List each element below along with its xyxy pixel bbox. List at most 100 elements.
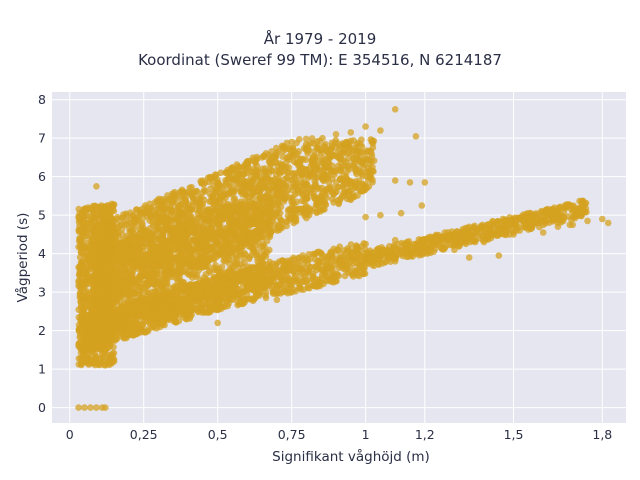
data-point	[293, 139, 300, 147]
data-point	[85, 256, 93, 264]
data-point	[226, 167, 234, 175]
data-point	[120, 211, 127, 218]
data-point	[221, 191, 229, 198]
data-point	[358, 171, 366, 178]
data-point	[131, 219, 139, 226]
data-point	[332, 261, 339, 268]
data-point	[291, 273, 299, 281]
data-point	[91, 350, 98, 357]
data-point	[323, 164, 331, 171]
data-point	[487, 228, 494, 235]
data-point	[95, 223, 103, 230]
data-point	[361, 270, 369, 277]
data-point	[302, 193, 309, 200]
data-point	[91, 215, 99, 222]
data-point	[110, 343, 117, 351]
data-point	[269, 155, 277, 162]
data-point	[284, 260, 292, 268]
data-point	[153, 206, 161, 213]
data-point	[247, 295, 254, 303]
data-point	[220, 198, 228, 206]
data-point	[302, 156, 310, 164]
data-point	[319, 134, 326, 142]
data-point	[343, 169, 350, 176]
data-point	[396, 246, 404, 253]
data-point	[365, 183, 373, 190]
data-point	[296, 160, 304, 167]
data-point	[207, 185, 214, 192]
data-point	[313, 183, 320, 191]
data-point	[493, 232, 500, 239]
data-point	[370, 262, 378, 270]
data-point	[500, 217, 508, 224]
data-point	[236, 300, 243, 308]
data-point	[106, 221, 113, 229]
data-point	[275, 167, 283, 174]
data-point	[461, 234, 469, 242]
data-point	[369, 137, 376, 145]
data-point	[106, 207, 113, 214]
data-point	[368, 157, 375, 164]
data-point	[409, 253, 416, 260]
data-point	[276, 258, 283, 265]
data-point	[77, 285, 85, 293]
data-point	[297, 286, 305, 293]
data-point	[501, 228, 509, 235]
data-point	[299, 278, 307, 286]
data-point	[346, 263, 354, 271]
data-point	[356, 256, 363, 264]
data-point	[224, 302, 231, 310]
data-point	[273, 284, 281, 292]
data-point	[75, 263, 82, 271]
data-point	[578, 197, 586, 205]
data-point	[209, 305, 216, 313]
data-point	[113, 220, 121, 227]
data-point	[206, 190, 214, 198]
data-point	[105, 351, 113, 359]
data-point	[481, 226, 488, 234]
data-point	[251, 170, 259, 178]
data-point	[190, 189, 198, 196]
data-point	[327, 257, 335, 265]
data-point	[319, 206, 327, 213]
data-point	[554, 206, 562, 213]
data-point	[79, 257, 86, 265]
data-point	[306, 205, 314, 212]
data-point	[446, 235, 453, 242]
data-point	[82, 346, 90, 354]
data-point	[293, 150, 301, 158]
data-point	[176, 189, 183, 196]
data-point	[515, 224, 523, 231]
data-point	[302, 166, 310, 173]
data-point	[215, 184, 222, 192]
data-point	[129, 212, 136, 220]
data-point	[292, 218, 300, 225]
data-point	[277, 217, 285, 224]
data-point	[554, 213, 562, 220]
data-point	[276, 209, 284, 217]
data-point	[342, 141, 349, 148]
data-point	[142, 207, 149, 215]
data-point	[410, 241, 417, 248]
data-point	[559, 217, 567, 225]
data-point	[332, 144, 339, 151]
data-point	[341, 163, 348, 170]
data-point	[82, 304, 89, 311]
data-point	[146, 200, 153, 208]
data-point	[580, 207, 588, 215]
data-point	[357, 141, 365, 148]
data-point	[156, 197, 164, 205]
data-point	[340, 147, 348, 154]
data-point	[165, 195, 172, 203]
data-point	[305, 281, 312, 289]
data-point	[438, 245, 446, 253]
data-point	[376, 254, 384, 261]
data-point	[311, 250, 319, 258]
data-point	[98, 210, 105, 218]
data-point	[76, 235, 83, 242]
data-point	[361, 264, 368, 272]
data-point	[147, 210, 154, 218]
data-point	[169, 214, 177, 222]
data-point	[542, 207, 550, 214]
data-point	[153, 325, 160, 332]
